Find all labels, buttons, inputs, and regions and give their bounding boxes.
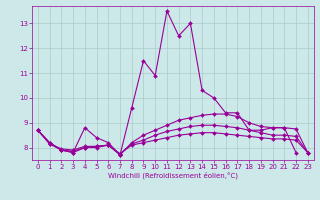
X-axis label: Windchill (Refroidissement éolien,°C): Windchill (Refroidissement éolien,°C) bbox=[108, 172, 238, 179]
